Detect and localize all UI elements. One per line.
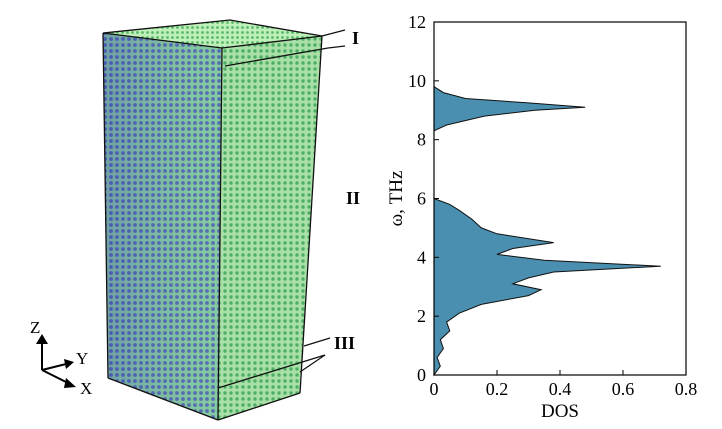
column-front-shade — [103, 33, 222, 420]
region-label-3: III — [334, 333, 355, 353]
x-ticks: 0 0.2 0.4 0.6 0.8 — [430, 370, 698, 399]
y-tick-label: 8 — [417, 130, 426, 150]
x-tick-label: 0 — [430, 379, 439, 399]
axes-triad — [36, 334, 76, 388]
x-axis-label: DOS — [541, 401, 579, 422]
y-ticks: 0 2 4 6 8 10 12 — [408, 12, 439, 385]
axis-label-x: X — [80, 379, 92, 398]
z-arrow-head — [36, 334, 48, 344]
region-label-1: I — [352, 28, 359, 48]
x-tick-label: 0.2 — [486, 379, 509, 399]
x-tick-label: 0.4 — [549, 379, 572, 399]
x-tick-label: 0.6 — [612, 379, 635, 399]
axis-label-z: Z — [30, 318, 40, 337]
y-axis-label: ω, THz — [386, 171, 407, 227]
region-label-2: II — [346, 188, 360, 208]
column-side-face — [218, 36, 322, 420]
y-tick-label: 12 — [408, 12, 426, 32]
y-tick-label: 4 — [417, 247, 426, 267]
x-arrow-head — [64, 378, 76, 388]
y-tick-label: 2 — [417, 306, 426, 326]
region-leaders — [299, 29, 346, 373]
x-tick-label: 0.8 — [675, 379, 698, 399]
plot-frame — [433, 21, 687, 376]
y-tick-label: 0 — [417, 365, 426, 385]
dos-area — [433, 85, 661, 377]
y-arrow — [41, 363, 67, 371]
y-arrow-head — [64, 359, 74, 369]
dos-chart: 0 0.2 0.4 0.6 0.8 0 2 4 6 8 10 12 DOS ω, THz — [386, 12, 697, 422]
y-tick-label: 6 — [417, 189, 426, 209]
atomistic-column: I II III — [102, 19, 360, 421]
axis-label-y: Y — [76, 349, 88, 368]
y-tick-label: 10 — [408, 71, 426, 91]
